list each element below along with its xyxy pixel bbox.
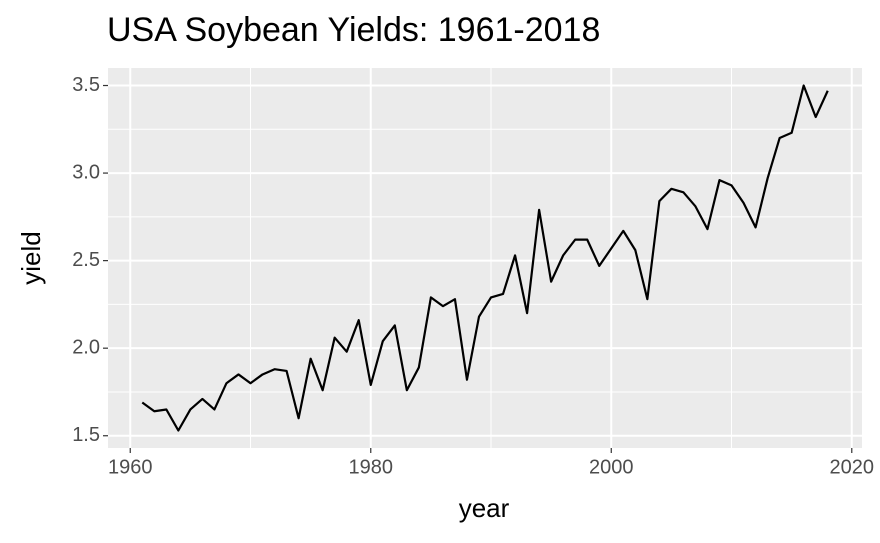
x-tick-label: 1980 — [349, 456, 394, 478]
chart-title: USA Soybean Yields: 1961-2018 — [107, 11, 600, 49]
y-tick-label: 1.5 — [72, 424, 100, 446]
x-tick-label: 2000 — [589, 456, 634, 478]
y-tick-label: 2.0 — [72, 336, 100, 358]
y-tick-label: 3.0 — [72, 161, 100, 183]
y-tick-label: 2.5 — [72, 249, 100, 271]
panel — [108, 68, 862, 448]
x-axis-title: year — [459, 493, 510, 523]
y-tick-label: 3.5 — [72, 74, 100, 96]
y-axis-title: yield — [16, 231, 46, 284]
x-tick-label: 1960 — [108, 456, 153, 478]
x-tick-label: 2020 — [830, 456, 875, 478]
line — [141, 84, 829, 432]
